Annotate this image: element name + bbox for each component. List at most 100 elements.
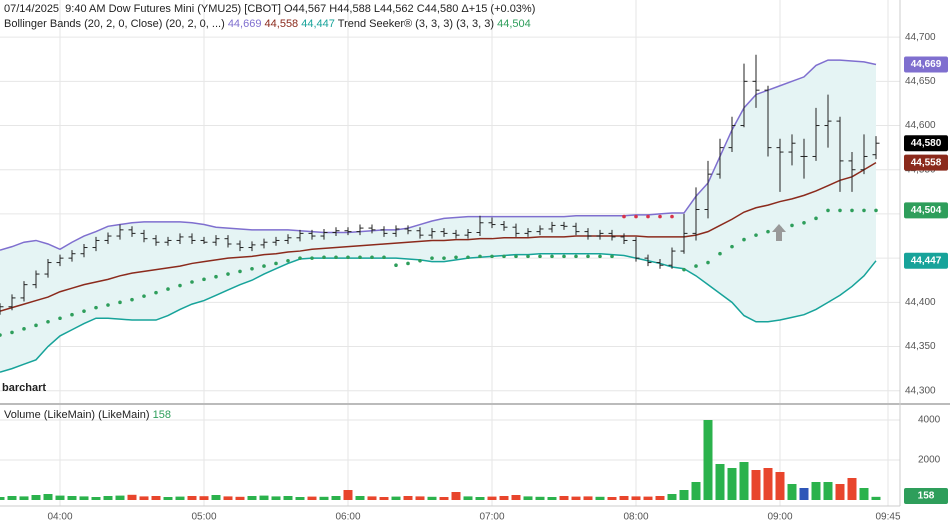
trend-dot	[10, 330, 14, 335]
volume-bar	[583, 496, 593, 500]
trend-dot	[250, 266, 254, 271]
volume-bar	[835, 484, 845, 500]
volume-bar	[667, 494, 677, 500]
symbol-header: 07/14/2025 9:40 AM Dow Futures Mini (YMU…	[4, 3, 535, 15]
trend-dot	[538, 254, 542, 259]
volume-tick-label: 4000	[918, 415, 941, 426]
volume-bar	[523, 496, 533, 500]
volume-bar	[427, 496, 437, 500]
volume-bar	[307, 496, 317, 500]
trend-dot	[814, 216, 818, 221]
trend-dot	[466, 255, 470, 260]
volume-bar	[79, 496, 89, 500]
volume-bar	[319, 496, 329, 500]
trend-dot	[574, 254, 578, 259]
volume-bar	[259, 495, 269, 500]
trend-dot	[286, 258, 290, 263]
trend-dot	[442, 256, 446, 260]
trend-dot	[658, 214, 662, 219]
y-tick-label: 44,400	[905, 297, 936, 308]
trend-dot	[382, 255, 386, 260]
volume-bar	[679, 490, 689, 500]
volume-badge-bg	[904, 488, 948, 504]
trend-dot	[874, 208, 878, 213]
band-line	[0, 162, 877, 312]
volume-bar	[235, 496, 245, 500]
volume-bar	[475, 497, 485, 500]
band-line	[0, 252, 877, 373]
y-tick-label: 44,700	[905, 32, 936, 43]
trend-dot	[754, 233, 758, 237]
volume-bar	[163, 497, 173, 500]
volume-bar	[547, 497, 557, 500]
trend-dot	[454, 255, 458, 260]
volume-bar	[115, 495, 125, 500]
indicator-params: (3, 3, 3)	[456, 18, 494, 30]
trend-dot	[526, 254, 530, 259]
volume-bar	[91, 497, 101, 500]
volume-bar	[727, 468, 737, 500]
price-badge-bg	[904, 154, 948, 171]
trend-dot	[550, 254, 554, 259]
trend-dot	[682, 267, 686, 272]
trend-dot	[730, 244, 734, 249]
volume-bar	[511, 495, 521, 500]
trend-dot	[646, 214, 650, 219]
volume-params: (LikeMain)	[98, 409, 149, 421]
trend-dot	[226, 272, 230, 276]
trend-dot	[430, 256, 434, 260]
trend-dot	[106, 303, 110, 307]
trend-dot	[598, 254, 602, 259]
trend-dot	[694, 264, 698, 268]
trend-dot	[562, 254, 566, 259]
trend-dot	[202, 277, 206, 282]
trend-dot	[142, 294, 146, 298]
trend-dot	[178, 283, 182, 288]
price-badge-bg	[904, 252, 948, 269]
volume-bar	[691, 482, 701, 500]
y-tick-label: 44,350	[905, 341, 936, 352]
indicator-value: 44,669	[228, 18, 262, 30]
volume-badge: 158	[918, 491, 935, 502]
watermark: barchart	[2, 382, 46, 394]
trend-dot	[118, 300, 122, 305]
trend-dot	[418, 258, 422, 263]
trend-dot	[862, 208, 866, 213]
volume-bar	[871, 496, 881, 500]
x-tick-label: 04:00	[47, 512, 72, 523]
indicator-name: Bollinger Bands (20, 2, 0, Close)	[4, 18, 162, 30]
volume-bar	[139, 496, 149, 500]
trend-dot	[334, 255, 338, 260]
trend-dot	[394, 263, 398, 268]
indicator-value: 44,447	[301, 18, 335, 30]
trend-dot	[70, 312, 74, 317]
volume-bar	[331, 496, 341, 500]
volume-bar	[451, 492, 461, 500]
x-tick-label: 06:00	[335, 512, 360, 523]
trend-dot	[514, 254, 518, 259]
volume-bar	[415, 496, 425, 500]
trend-dot	[790, 223, 794, 228]
indicator-legend: Bollinger Bands (20, 2, 0, Close) (20, 2…	[4, 18, 531, 30]
trend-dot	[706, 260, 710, 265]
volume-bar	[751, 470, 761, 500]
trend-dot	[262, 264, 266, 268]
volume-bar	[715, 464, 725, 500]
trend-dot	[838, 208, 842, 213]
volume-bar	[703, 420, 713, 500]
trend-dot	[130, 297, 134, 302]
y-tick-label: 44,600	[905, 120, 936, 131]
trend-dot	[58, 316, 62, 321]
x-tick-label: 07:00	[479, 512, 504, 523]
trend-dot	[166, 287, 170, 291]
trend-dot	[802, 220, 806, 225]
trend-dot	[586, 254, 590, 259]
volume-bar	[247, 496, 257, 500]
trend-dot	[358, 255, 362, 260]
x-tick-label: 09:45	[875, 512, 900, 523]
volume-bar	[103, 496, 113, 500]
volume-bar	[223, 496, 233, 500]
volume-bar	[403, 496, 413, 500]
